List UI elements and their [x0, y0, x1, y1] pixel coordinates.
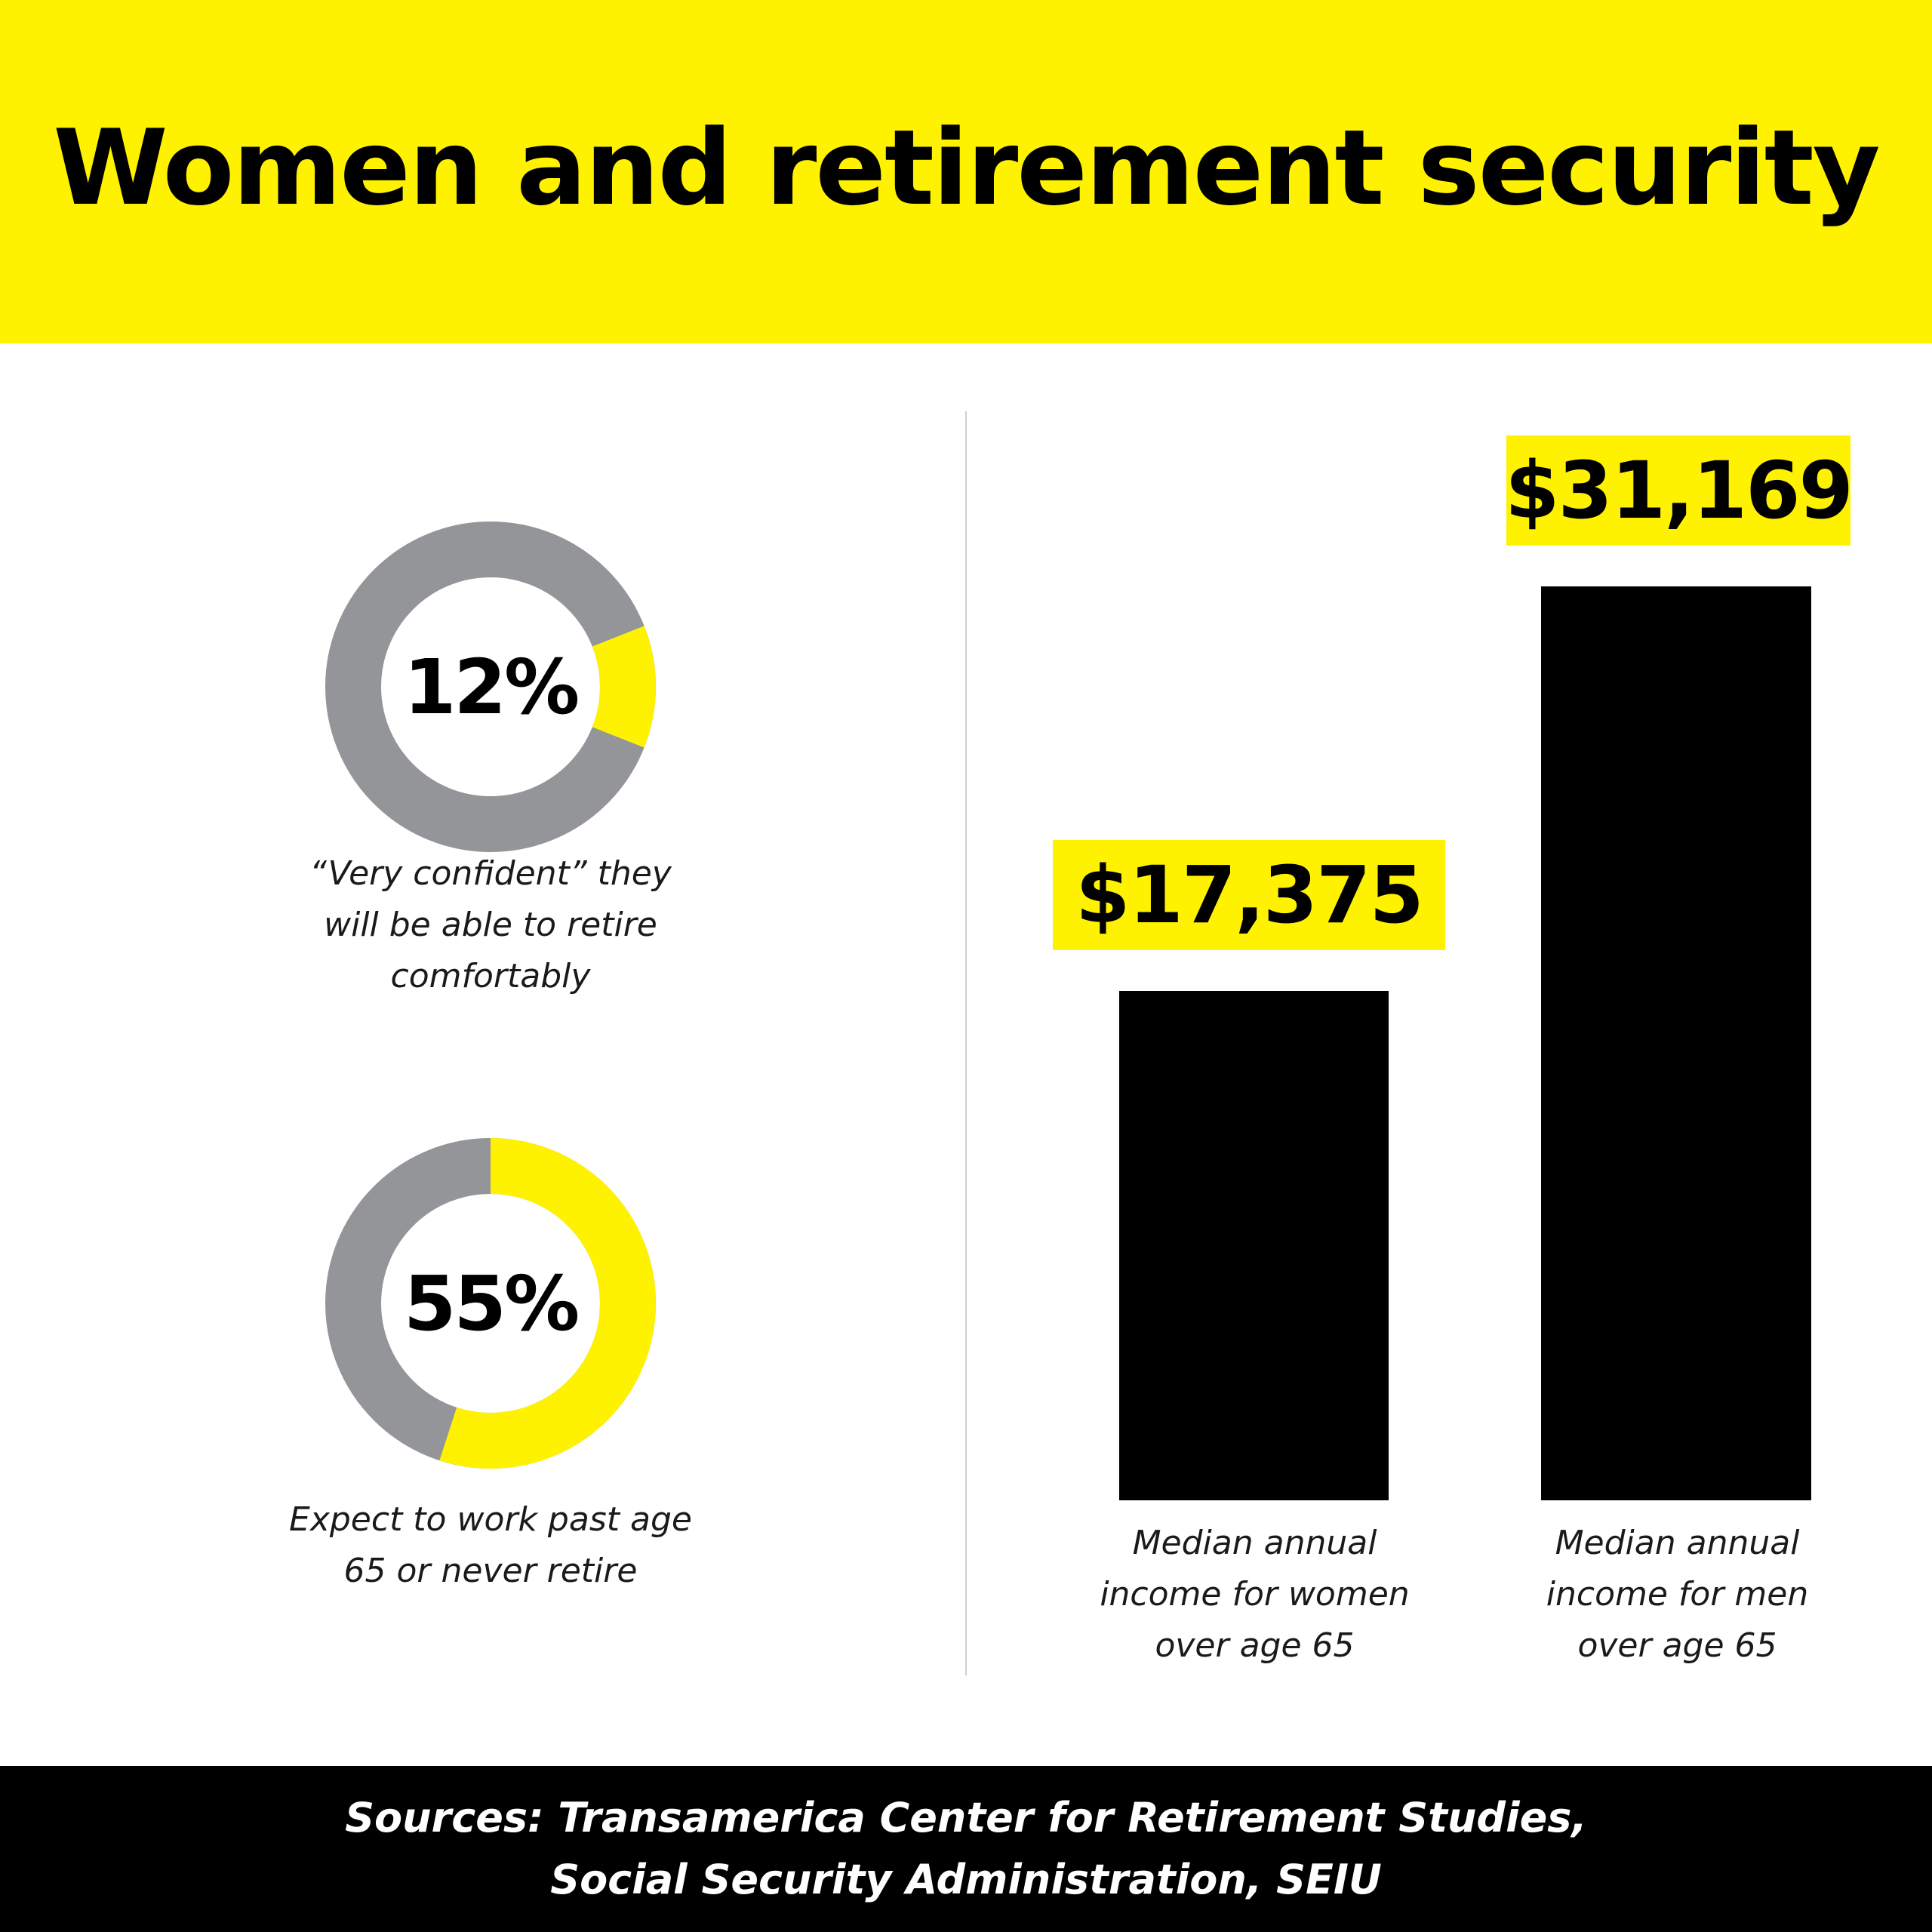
donut-value-label: 12%	[403, 642, 580, 731]
caption-line: over age 65	[1577, 1626, 1777, 1665]
bar-value-label-men: $31,169	[1505, 435, 1854, 546]
donut-caption-work-past-65: Expect to work past age 65 or never reti…	[264, 1494, 717, 1597]
donut-ring-value	[592, 626, 656, 748]
caption-line: comfortably	[390, 957, 591, 995]
bar-value-label-women: $17,375	[1053, 839, 1445, 950]
donut-value-label: 55%	[403, 1259, 580, 1348]
donut-svg-confidence	[325, 521, 656, 852]
donut-chart-work-past-65: 55%	[325, 1137, 657, 1469]
sources-line: Social Security Administration, SEIU	[550, 1856, 1382, 1903]
caption-line: over age 65	[1155, 1626, 1355, 1665]
caption-line: Median annual	[1555, 1524, 1800, 1562]
bar-men-income	[1541, 586, 1811, 1500]
caption-line: income for women	[1100, 1575, 1410, 1614]
donut-caption-confidence: “Very confident” they will be able to re…	[264, 848, 717, 1002]
bar-women-income	[1119, 990, 1389, 1500]
bar-caption-men: Median annual income for men over age 65	[1479, 1518, 1875, 1672]
caption-line: income for men	[1546, 1575, 1809, 1614]
header-banner: Women and retirement security	[0, 0, 1932, 343]
sources-line: Sources: Transamerica Center for Retirem…	[345, 1794, 1587, 1841]
bar-caption-women: Median annual income for women over age …	[1057, 1518, 1453, 1672]
caption-line: Median annual	[1132, 1524, 1377, 1562]
column-divider	[965, 411, 967, 1675]
page-title: Women and retirement security	[53, 107, 1880, 229]
donut-ring-value	[439, 1138, 656, 1469]
caption-line: “Very confident” they	[309, 854, 672, 893]
donut-chart-confidence: 12%	[325, 521, 657, 853]
caption-line: Expect to work past age	[289, 1500, 692, 1539]
caption-line: will be able to retire	[324, 906, 657, 944]
caption-line: 65 or never retire	[343, 1552, 638, 1590]
sources-footer: Sources: Transamerica Center for Retirem…	[0, 1766, 1932, 1932]
donut-svg-work-past-65	[325, 1138, 656, 1469]
